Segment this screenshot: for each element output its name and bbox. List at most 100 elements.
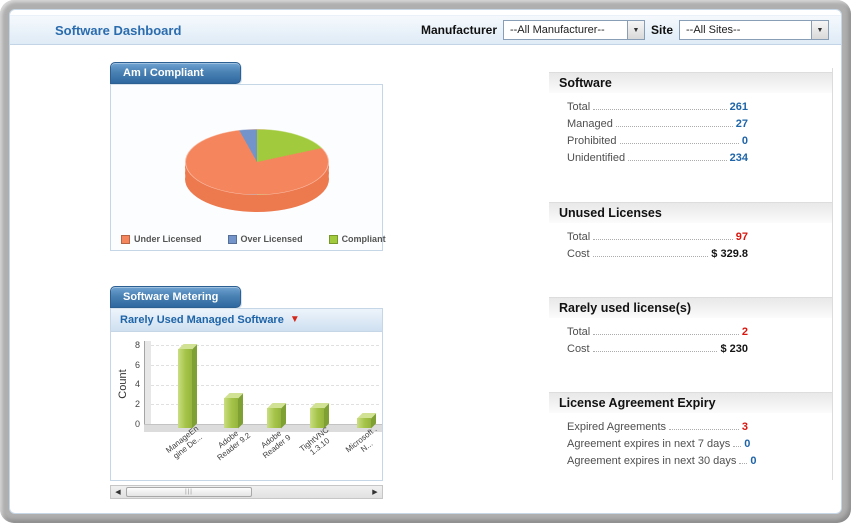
software-stats: Total 261 Managed 27 Prohibited 0 Unidentif… xyxy=(567,98,748,166)
stat-value[interactable]: 0 xyxy=(741,135,748,147)
stat-row: Cost $ 230 xyxy=(567,340,748,357)
scroll-right-button[interactable]: ▶ xyxy=(372,489,378,496)
stat-row: Prohibited 0 xyxy=(567,132,748,149)
stat-row: Unidentified 234 xyxy=(567,149,748,166)
scroll-left-button[interactable]: ◀ xyxy=(115,489,121,496)
dotted-leader xyxy=(592,351,718,352)
manufacturer-select-value: --All Manufacturer-- xyxy=(509,24,605,36)
legend-item: Compliant xyxy=(328,234,386,244)
bar xyxy=(224,398,238,428)
metering-view-label: Rarely Used Managed Software xyxy=(120,314,284,326)
gridline xyxy=(151,365,379,366)
pie-top xyxy=(185,129,329,195)
y-tick: 4 xyxy=(134,379,140,389)
stat-row: Expired Agreements 3 xyxy=(567,418,748,435)
header-bar: Software Dashboard Manufacturer --All Ma… xyxy=(10,15,841,45)
stat-value[interactable]: 0 xyxy=(744,438,751,450)
bar xyxy=(310,408,324,428)
stat-value[interactable]: 0 xyxy=(750,455,757,467)
section-header-unused-licenses: Unused Licenses xyxy=(549,202,832,223)
stat-label: Total xyxy=(567,231,591,243)
stat-row: Agreement expires in next 30 days 0 xyxy=(567,452,757,469)
legend-label: Over Licensed xyxy=(240,234,303,244)
stat-row: Cost $ 329.8 xyxy=(567,245,748,262)
chart-hscrollbar[interactable]: ◀ ||| ▶ xyxy=(110,485,383,499)
stat-label: Total xyxy=(567,101,591,113)
manufacturer-select[interactable]: --All Manufacturer-- ▼ xyxy=(502,20,645,40)
stat-label: Expired Agreements xyxy=(567,421,667,433)
legend-label: Compliant xyxy=(341,234,386,244)
stat-label: Total xyxy=(567,326,591,338)
site-select-value: --All Sites-- xyxy=(686,24,741,36)
section-header-rarely-used: Rarely used license(s) xyxy=(549,297,832,318)
stat-row: Total 261 xyxy=(567,98,748,115)
stat-value[interactable]: 2 xyxy=(741,326,748,338)
stat-row: Total 2 xyxy=(567,323,748,340)
stat-label: Cost xyxy=(567,343,590,355)
scroll-thumb-grip-icon: ||| xyxy=(185,489,193,495)
stat-value[interactable]: 234 xyxy=(729,152,748,164)
stat-value: $ 230 xyxy=(720,343,748,355)
legend-item: Over Licensed xyxy=(227,234,303,244)
stat-label: Managed xyxy=(567,118,613,130)
tab-am-i-compliant: Am I Compliant xyxy=(110,62,241,84)
legend-swatch-under-licensed xyxy=(121,234,130,244)
stat-label: Agreement expires in next 30 days xyxy=(567,455,737,467)
compliance-panel: Under Licensed Over Licensed Compliant xyxy=(110,84,386,251)
stat-label: Prohibited xyxy=(567,135,617,147)
dotted-leader xyxy=(628,160,727,161)
y-tick: 8 xyxy=(134,340,140,350)
stat-label: Unidentified xyxy=(567,152,626,164)
page-title: Software Dashboard xyxy=(55,22,182,38)
dotted-leader xyxy=(593,334,739,335)
site-select[interactable]: --All Sites-- ▼ xyxy=(679,20,829,40)
dotted-leader xyxy=(615,126,733,127)
bar xyxy=(267,408,281,428)
y-tick: 0 xyxy=(134,419,140,429)
stat-value[interactable]: 3 xyxy=(741,421,748,433)
chevron-down-icon: ▼ xyxy=(811,21,828,39)
tab-software-metering: Software Metering xyxy=(110,286,241,308)
dotted-leader xyxy=(733,446,742,447)
gridline xyxy=(151,385,379,386)
stat-label: Agreement expires in next 7 days xyxy=(567,438,731,450)
filter-bar: Manufacturer --All Manufacturer-- ▼ Site… xyxy=(421,20,829,40)
chart-wall xyxy=(144,341,151,425)
scroll-thumb[interactable]: ||| xyxy=(126,487,252,497)
dotted-leader xyxy=(593,239,733,240)
pie-legend: Under Licensed Over Licensed Compliant xyxy=(121,234,386,244)
section-header-license-expiry: License Agreement Expiry xyxy=(549,392,832,413)
site-label: Site xyxy=(650,23,673,37)
chevron-down-icon: ▼ xyxy=(626,21,644,39)
chart-floor xyxy=(144,424,382,432)
column-divider xyxy=(832,68,833,480)
dotted-leader xyxy=(619,143,739,144)
legend-item: Under Licensed xyxy=(121,234,202,244)
stat-label: Cost xyxy=(567,248,590,260)
stat-value[interactable]: 97 xyxy=(735,231,748,243)
stat-row: Agreement expires in next 7 days 0 xyxy=(567,435,751,452)
y-tick: 2 xyxy=(134,399,140,409)
manufacturer-label: Manufacturer xyxy=(420,23,497,37)
unused-licenses-stats: Total 97 Cost $ 329.8 xyxy=(567,228,748,262)
bar xyxy=(357,418,371,428)
legend-label: Under Licensed xyxy=(134,234,202,244)
dotted-leader xyxy=(669,429,739,430)
metering-bar-chart: Count 0 2 4 6 8 ManageEn gine De... Adob… xyxy=(110,331,383,481)
dotted-leader xyxy=(739,463,748,464)
dotted-leader xyxy=(593,109,727,110)
gridline xyxy=(151,404,379,405)
license-expiry-stats: Expired Agreements 3 Agreement expires in… xyxy=(567,418,757,469)
metering-view-selector[interactable]: Rarely Used Managed Software ▼ xyxy=(110,308,383,331)
legend-swatch-over-licensed xyxy=(227,234,237,244)
stat-value[interactable]: 261 xyxy=(729,101,748,113)
dashboard-content: Software Dashboard Manufacturer --All Ma… xyxy=(9,9,842,514)
stat-row: Managed 27 xyxy=(567,115,748,132)
legend-swatch-compliant xyxy=(328,234,338,244)
dotted-leader xyxy=(592,256,709,257)
rarely-used-stats: Total 2 Cost $ 230 xyxy=(567,323,748,357)
gridline xyxy=(151,345,379,346)
stat-row: Total 97 xyxy=(567,228,748,245)
stat-value[interactable]: 27 xyxy=(735,118,748,130)
